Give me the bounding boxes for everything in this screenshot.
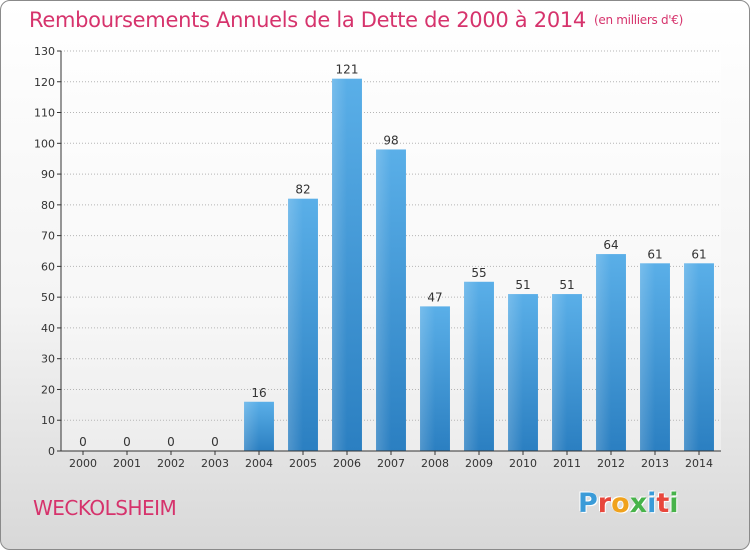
data-label-2006: 121 — [336, 63, 359, 77]
data-label-2002: 0 — [167, 435, 175, 449]
y-tick-label: 20 — [41, 383, 55, 396]
chart-unit: (en milliers d'€) — [594, 13, 684, 27]
bar-highlight-2004 — [244, 401, 259, 451]
y-tick-label: 120 — [34, 76, 55, 89]
y-tick-label: 0 — [48, 445, 55, 458]
bar-highlight-2007 — [376, 149, 391, 451]
bar-highlight-2012 — [596, 254, 611, 451]
y-tick-label: 80 — [41, 199, 55, 212]
y-tick-label: 10 — [41, 414, 55, 427]
data-label-2005: 82 — [295, 183, 310, 197]
x-tick-label-2004: 2004 — [245, 457, 273, 470]
bar-highlight-2009 — [464, 281, 479, 451]
x-tick-label-2005: 2005 — [289, 457, 317, 470]
bars — [244, 78, 714, 451]
x-tick-label-2006: 2006 — [333, 457, 361, 470]
chart-title: Remboursements Annuels de la Dette de 20… — [29, 8, 683, 32]
x-tick-label-2012: 2012 — [597, 457, 625, 470]
data-label-2010: 51 — [515, 278, 530, 292]
data-label-2000: 0 — [79, 435, 87, 449]
x-tick-label-2001: 2001 — [113, 457, 141, 470]
chart-title-text: Remboursements Annuels de la Dette de 20… — [29, 8, 586, 32]
y-tick-label: 60 — [41, 260, 55, 273]
data-label-2008: 47 — [427, 290, 442, 304]
logo-letter: P — [578, 488, 598, 519]
y-tick-label: 130 — [34, 45, 55, 58]
y-tick-label: 70 — [41, 230, 55, 243]
bar-highlight-2011 — [552, 294, 567, 451]
data-label-2004: 16 — [251, 386, 266, 400]
data-label-2011: 51 — [559, 278, 574, 292]
x-tick-label-2003: 2003 — [201, 457, 229, 470]
logo-letter: t — [656, 488, 670, 519]
y-tick-label: 90 — [41, 168, 55, 181]
x-tick-label-2008: 2008 — [421, 457, 449, 470]
data-label-2013: 61 — [647, 247, 662, 261]
bar-highlight-2008 — [420, 306, 435, 451]
y-tick-label: 100 — [34, 137, 55, 150]
y-tick-label: 30 — [41, 353, 55, 366]
logo-letter: x — [629, 488, 648, 519]
x-tick-label-2000: 2000 — [69, 457, 97, 470]
data-label-2012: 64 — [603, 238, 618, 252]
x-tick-label-2010: 2010 — [509, 457, 537, 470]
x-tick-label-2011: 2011 — [553, 457, 581, 470]
data-label-2003: 0 — [211, 435, 219, 449]
x-tick-label-2013: 2013 — [641, 457, 669, 470]
y-tick-label: 110 — [34, 107, 55, 120]
bar-highlight-2005 — [288, 198, 303, 451]
x-tick-label-2002: 2002 — [157, 457, 185, 470]
bar-highlight-2014 — [684, 263, 699, 451]
data-label-2001: 0 — [123, 435, 131, 449]
logo-letter: r — [597, 488, 612, 519]
proxiti-logo[interactable]: Proxiti — [578, 488, 679, 519]
bar-highlight-2013 — [640, 263, 655, 451]
x-tick-label-2007: 2007 — [377, 457, 405, 470]
x-tick-label-2009: 2009 — [465, 457, 493, 470]
x-tick-labels: 2000 2001 2002 2003 2004 2005 2006 2007 2008 2009… — [69, 451, 713, 470]
y-tick-label: 50 — [41, 291, 55, 304]
y-tick-label: 40 — [41, 322, 55, 335]
bar-highlight-2010 — [508, 294, 523, 451]
logo-letter: o — [611, 488, 630, 519]
commune-name: WECKOLSHEIM — [33, 496, 177, 520]
data-labels: 0 0 0 0 16 82 121 98 47 55 51 51 64 61 61 — [79, 63, 706, 449]
data-label-2007: 98 — [383, 133, 398, 147]
data-label-2009: 55 — [471, 266, 486, 280]
x-tick-label-2014: 2014 — [685, 457, 713, 470]
logo-letter: i — [669, 488, 679, 519]
bar-highlight-2006 — [332, 78, 347, 451]
data-label-2014: 61 — [691, 247, 706, 261]
logo-letter: i — [647, 488, 657, 519]
y-tick-labels: 0 10 20 30 40 50 60 70 80 90 100 110 120 130 — [34, 45, 61, 458]
